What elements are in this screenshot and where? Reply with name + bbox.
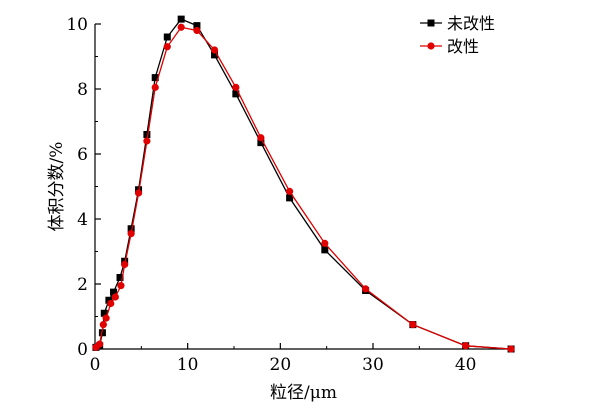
legend-item: 未改性 — [420, 14, 495, 33]
legend-marker — [427, 19, 435, 27]
data-point — [110, 288, 118, 296]
data-point — [286, 194, 294, 202]
data-point — [163, 43, 171, 51]
data-point — [177, 15, 185, 23]
y-tick-label: 6 — [77, 145, 88, 165]
data-point — [96, 340, 104, 348]
legend-item: 改性 — [420, 37, 479, 56]
series-line — [95, 18, 512, 350]
y-tick-label: 2 — [77, 275, 88, 295]
y-tick-label: 8 — [77, 80, 88, 100]
data-point — [102, 314, 110, 322]
x-tick-label: 20 — [270, 355, 292, 375]
data-point — [257, 134, 265, 142]
data-point — [409, 321, 417, 329]
x-axis-title: 粒径/μm — [270, 383, 337, 403]
legend-label: 改性 — [447, 37, 479, 56]
y-tick-label: 4 — [77, 210, 88, 230]
data-point — [127, 230, 135, 238]
data-point — [151, 74, 159, 82]
data-point — [127, 225, 135, 233]
data-point — [232, 90, 240, 98]
legend-label: 未改性 — [447, 14, 495, 33]
data-point — [462, 342, 470, 350]
x-tick-label: 40 — [455, 355, 477, 375]
data-point — [257, 139, 265, 147]
data-point — [321, 246, 329, 254]
series-layer — [92, 15, 515, 353]
data-point — [361, 285, 370, 293]
data-point — [134, 189, 143, 197]
data-point — [163, 33, 171, 41]
series-2 — [92, 23, 515, 353]
data-point — [143, 137, 151, 145]
data-point — [151, 83, 159, 91]
data-point — [111, 293, 119, 301]
y-axis-title: 体积分数/% — [47, 142, 67, 232]
series-1 — [92, 15, 515, 353]
data-point — [210, 46, 219, 54]
data-point — [232, 83, 240, 91]
axes: 0 10 20 30 40 0 2 4 6 8 10 — [66, 15, 512, 375]
data-point — [193, 26, 201, 35]
x-tick-label: 10 — [177, 355, 199, 375]
data-point — [121, 260, 129, 269]
series-line — [95, 26, 512, 350]
data-point — [286, 187, 294, 195]
legend-marker — [427, 42, 435, 50]
data-point — [507, 345, 515, 353]
y-tick-label: 10 — [66, 15, 88, 35]
data-point — [100, 309, 108, 317]
y-tick-label: 0 — [77, 340, 88, 360]
data-point — [193, 22, 201, 30]
data-point — [105, 296, 113, 304]
data-point — [117, 282, 125, 290]
data-point — [116, 274, 124, 281]
data-point — [321, 239, 329, 247]
data-point — [143, 131, 151, 138]
data-point — [177, 23, 185, 31]
data-point — [107, 299, 115, 308]
data-point — [99, 321, 107, 329]
x-tick-label: 30 — [362, 355, 384, 375]
x-tick-label: 0 — [90, 355, 101, 375]
data-point — [211, 51, 219, 59]
